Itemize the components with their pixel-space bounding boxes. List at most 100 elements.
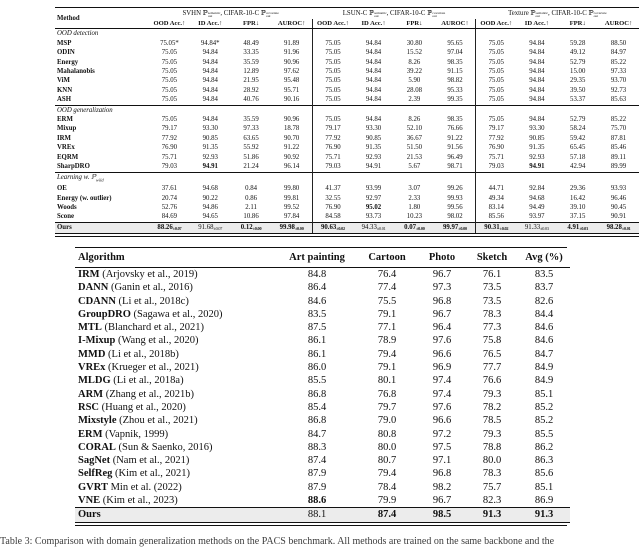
metric-value: 79.4 bbox=[377, 348, 397, 360]
metric-column-header: AUROC↑ bbox=[434, 19, 476, 30]
plus-minus-error: ±0.01 bbox=[376, 225, 386, 231]
metric-value: 77.1 bbox=[377, 322, 397, 334]
metric-value: 94.84 bbox=[529, 116, 545, 124]
metric-value: 75.05 bbox=[161, 58, 178, 66]
metric-value: 97.33 bbox=[243, 125, 259, 133]
metric-value: 78.8 bbox=[482, 441, 502, 453]
metric-value: 93.70 bbox=[610, 77, 627, 85]
header-metric-row: OOD Acc.↑ ID Acc.↑ FPR↓ AUROC↑ OOD Acc.↑ ID A… bbox=[55, 19, 639, 30]
metric-value: 5.90 bbox=[408, 77, 421, 85]
metric-value: 2.33 bbox=[408, 194, 421, 202]
algorithm-name: SelfReg (Kim et al., 2021) bbox=[78, 468, 190, 480]
metric-value: 92.93 bbox=[202, 153, 218, 161]
sup-sub: covariate out bbox=[266, 11, 279, 19]
metric-value: 39.50 bbox=[570, 86, 586, 94]
metric-value: 79.0 bbox=[377, 415, 397, 427]
algorithm-label: Mixstyle bbox=[78, 415, 117, 427]
algorithm-label: ARM bbox=[78, 388, 104, 400]
metric-value: 78.9 bbox=[377, 335, 397, 347]
metric-value: 76.8 bbox=[377, 388, 397, 400]
algorithm-label: ERM bbox=[78, 428, 103, 440]
metric-value: 97.84 bbox=[284, 213, 300, 221]
metric-value: 44.71 bbox=[475, 184, 517, 194]
metric-value: 78.3 bbox=[482, 468, 502, 480]
metric-value: 90.22 bbox=[202, 194, 218, 202]
metric-value: 75.05 bbox=[161, 96, 178, 104]
table-row: ASH 75.05 94.84 40.76 90.16 75.05 94.84 2.39 99.… bbox=[55, 95, 639, 106]
metric-value: 78.5 bbox=[482, 415, 502, 427]
metric-value: 48.49 bbox=[243, 39, 259, 47]
metric-value: 99.93 bbox=[447, 194, 463, 202]
plus-minus-error: ±0.03 bbox=[540, 225, 549, 231]
metric-value: 94.84 bbox=[529, 77, 545, 85]
metric-value: 95.65 bbox=[447, 39, 463, 47]
metric-value: 75.71 bbox=[475, 152, 517, 163]
metric-value: 79.03 bbox=[311, 162, 354, 172]
metric-value: 90.63±0.02 bbox=[311, 221, 354, 235]
metric-value: 91.22 bbox=[447, 134, 463, 142]
metric-value: 94.65 bbox=[202, 213, 218, 221]
metric-value: 86.8 bbox=[307, 388, 327, 400]
metric-value: 39.10 bbox=[570, 204, 586, 212]
metric-value: 85.63 bbox=[610, 96, 627, 104]
metric-value: 83.7 bbox=[534, 282, 554, 294]
metric-value: 94.84 bbox=[202, 116, 218, 124]
metric-value: 20.74 bbox=[161, 194, 178, 202]
table-caption: Table 3: Comparison with domain generali… bbox=[0, 536, 555, 547]
metric-value: 99.97±0.00 bbox=[434, 221, 476, 235]
table-row: CDANN (Li et al., 2018c) 84.6 75.5 96.8 73.5… bbox=[75, 295, 570, 308]
metric-value: 99.81 bbox=[284, 194, 300, 202]
metric-value: 80.0 bbox=[377, 441, 397, 453]
pacs-table-header: Algorithm Art painting Cartoon Photo Sketch A… bbox=[75, 248, 570, 268]
metric-value: 88.6 bbox=[307, 495, 327, 507]
metric-value: 75.05 bbox=[475, 76, 517, 86]
metric-value: 84.9 bbox=[534, 362, 554, 374]
metric-value: 1.80 bbox=[408, 204, 421, 212]
metric-value: 98.02 bbox=[447, 213, 463, 221]
metric-value: 86.8 bbox=[307, 415, 327, 427]
metric-value: 96.7 bbox=[432, 495, 452, 507]
metric-value: 78.4 bbox=[377, 481, 397, 493]
metric-value: 49.12 bbox=[570, 49, 586, 57]
metric-value: 76.66 bbox=[447, 125, 463, 133]
algorithm-name: RSC (Huang et al., 2020) bbox=[78, 401, 186, 413]
table-row: Mixup 79.17 93.30 97.33 18.78 79.17 93.30 52.10… bbox=[55, 124, 639, 134]
metric-value: 75.05 bbox=[161, 86, 178, 94]
plus-minus-error: ±0.07 bbox=[172, 225, 182, 231]
metric-value: 75.05 bbox=[311, 76, 354, 86]
metric-value: 75.05 bbox=[475, 38, 517, 49]
spacer-cell bbox=[311, 104, 476, 116]
metric-value: 84.6 bbox=[534, 335, 554, 347]
metric-value: 86.9 bbox=[534, 495, 554, 507]
metric-value: 97.3 bbox=[432, 282, 452, 294]
metric-value: 97.62 bbox=[284, 68, 300, 76]
table-row: DANN (Ganin et al., 2016) 86.4 77.4 97.3 73.… bbox=[75, 281, 570, 294]
metric-value: 87.5 bbox=[307, 322, 327, 334]
metric-value: 84.7 bbox=[534, 348, 554, 360]
metric-value: 84.6 bbox=[307, 295, 327, 307]
metric-value: 85.6 bbox=[534, 468, 554, 480]
metric-value: 85.1 bbox=[534, 388, 554, 400]
table-row: Ours 88.1 87.4 98.5 91.3 91.3 bbox=[75, 507, 570, 523]
metric-value: 10.23 bbox=[406, 213, 423, 221]
method-name: ViM bbox=[57, 77, 70, 85]
metric-value: 85.2 bbox=[534, 415, 554, 427]
spacer-cell bbox=[475, 28, 639, 39]
metric-value: 94.91 bbox=[365, 163, 382, 171]
table-row: SharpDRO 79.03 94.91 21.24 96.14 79.03 94.91 5.… bbox=[55, 162, 639, 172]
column-header: Algorithm bbox=[75, 248, 278, 268]
metric-value: 76.90 bbox=[475, 143, 517, 153]
metric-value: 87.4 bbox=[356, 507, 418, 523]
plus-minus-error: ±0.07 bbox=[213, 225, 223, 231]
metric-value: 93.30 bbox=[365, 125, 382, 133]
metric-value: 8.26 bbox=[408, 58, 421, 66]
metric-value: 94.84 bbox=[202, 96, 218, 104]
metric-value: 91.56 bbox=[447, 144, 463, 152]
method-name: Mahalanobis bbox=[57, 68, 95, 76]
metric-value: 96.46 bbox=[610, 194, 627, 202]
